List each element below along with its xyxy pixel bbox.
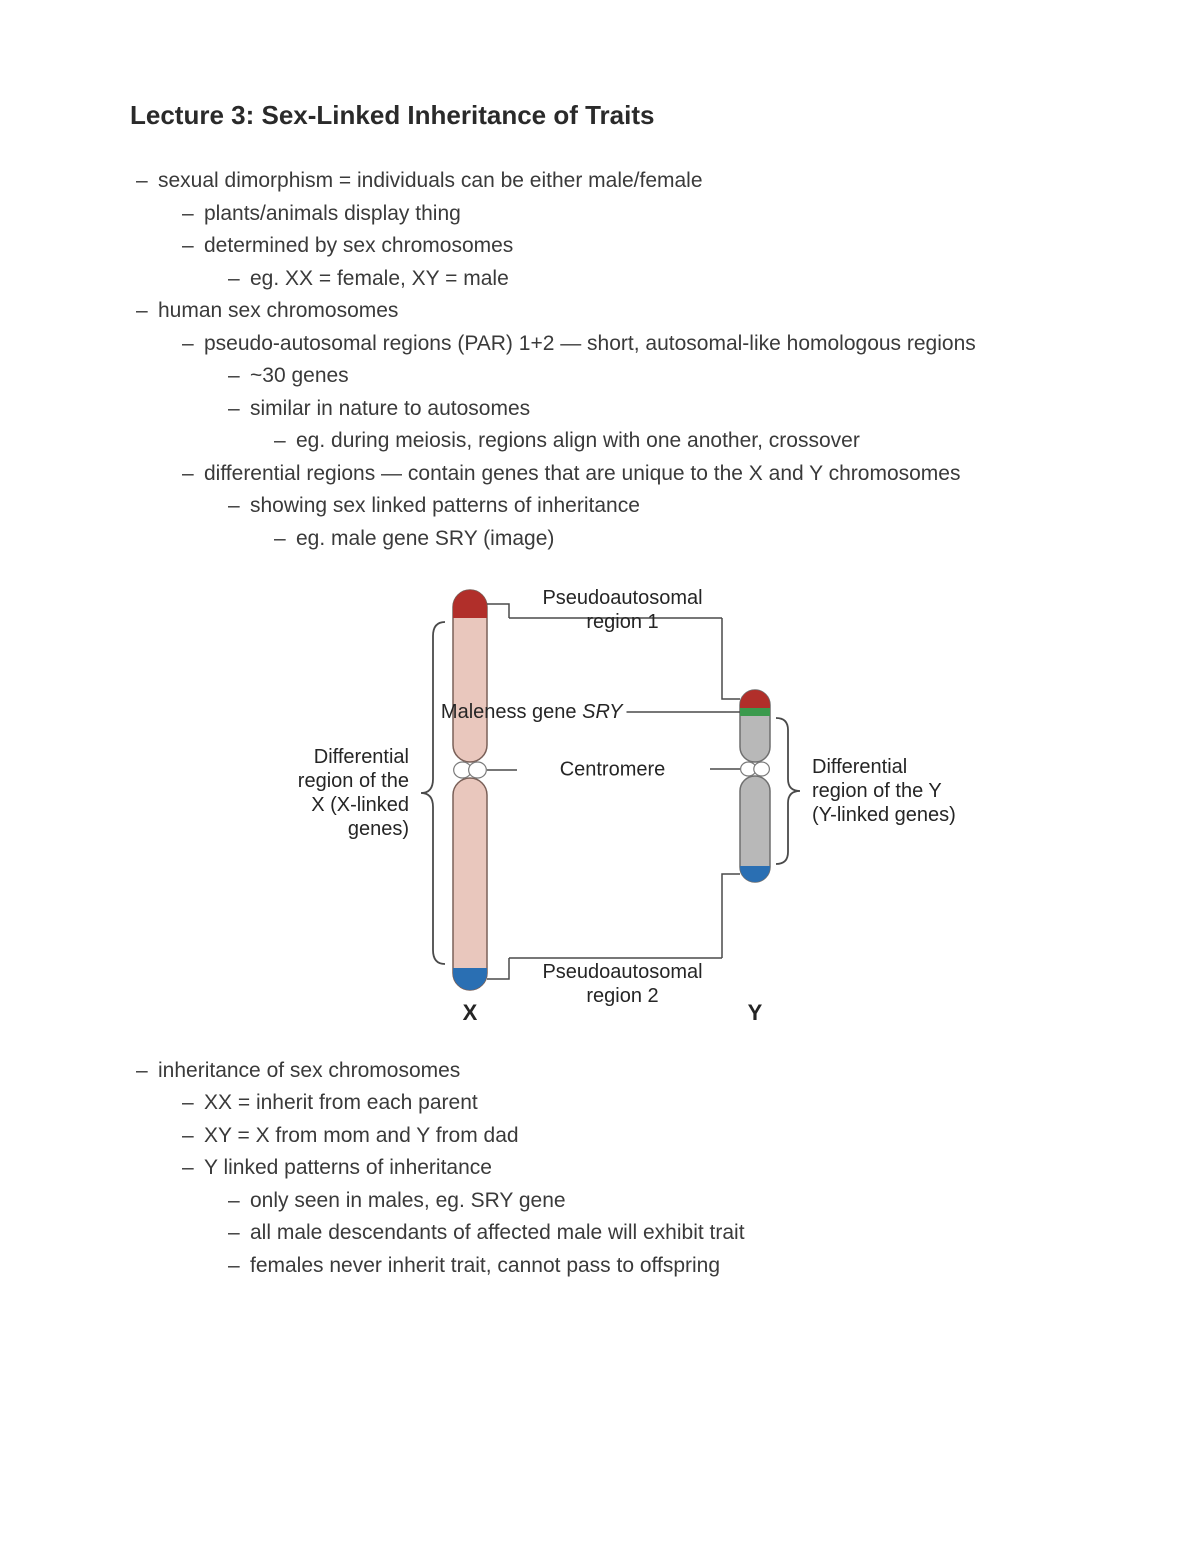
note-text: determined by sex chromosomes bbox=[204, 234, 513, 257]
note-item: human sex chromosomes pseudo-autosomal r… bbox=[130, 295, 1070, 555]
svg-text:region of the: region of the bbox=[298, 770, 409, 792]
notes-list-2: inheritance of sex chromosomes XX = inhe… bbox=[130, 1055, 1070, 1283]
note-item: pseudo-autosomal regions (PAR) 1+2 — sho… bbox=[176, 328, 1070, 458]
svg-text:Y: Y bbox=[748, 1000, 763, 1025]
svg-text:Centromere: Centromere bbox=[560, 758, 666, 780]
svg-text:X (X-linked: X (X-linked bbox=[311, 794, 409, 816]
svg-text:Pseudoautosomal: Pseudoautosomal bbox=[542, 961, 702, 983]
page: Lecture 3: Sex-Linked Inheritance of Tra… bbox=[0, 0, 1200, 1553]
note-text: females never inherit trait, cannot pass… bbox=[250, 1254, 720, 1277]
note-text: Y linked patterns of inheritance bbox=[204, 1156, 492, 1179]
note-text: pseudo-autosomal regions (PAR) 1+2 — sho… bbox=[204, 332, 976, 355]
note-item: determined by sex chromosomes eg. XX = f… bbox=[176, 230, 1070, 295]
svg-text:(Y-linked genes): (Y-linked genes) bbox=[812, 804, 956, 826]
page-title: Lecture 3: Sex-Linked Inheritance of Tra… bbox=[130, 100, 1070, 131]
note-item: only seen in males, eg. SRY gene bbox=[222, 1185, 1070, 1218]
note-item: ~30 genes bbox=[222, 360, 1070, 393]
svg-text:Differential: Differential bbox=[812, 756, 907, 778]
note-text: all male descendants of affected male wi… bbox=[250, 1221, 745, 1244]
chromosome-diagram: Pseudoautosomalregion 1Maleness gene SRY… bbox=[190, 570, 1010, 1035]
note-item: showing sex linked patterns of inheritan… bbox=[222, 490, 1070, 555]
note-item: XX = inherit from each parent bbox=[176, 1087, 1070, 1120]
note-text: eg. XX = female, XY = male bbox=[250, 267, 509, 290]
svg-text:X: X bbox=[463, 1000, 478, 1025]
note-text: XX = inherit from each parent bbox=[204, 1091, 478, 1114]
note-item: Y linked patterns of inheritance only se… bbox=[176, 1152, 1070, 1282]
note-item: all male descendants of affected male wi… bbox=[222, 1217, 1070, 1250]
notes-list: sexual dimorphism = individuals can be e… bbox=[130, 165, 1070, 556]
svg-text:region of the Y: region of the Y bbox=[812, 780, 942, 802]
note-text: eg. male gene SRY (image) bbox=[296, 527, 554, 550]
note-text: XY = X from mom and Y from dad bbox=[204, 1124, 519, 1147]
note-text: similar in nature to autosomes bbox=[250, 397, 530, 420]
svg-text:Differential: Differential bbox=[314, 746, 409, 768]
note-text: eg. during meiosis, regions align with o… bbox=[296, 429, 860, 452]
note-item: females never inherit trait, cannot pass… bbox=[222, 1250, 1070, 1283]
svg-text:genes): genes) bbox=[348, 818, 409, 840]
note-text: sexual dimorphism = individuals can be e… bbox=[158, 169, 703, 192]
note-text: only seen in males, eg. SRY gene bbox=[250, 1189, 566, 1212]
svg-text:region 2: region 2 bbox=[586, 985, 658, 1007]
svg-text:Pseudoautosomal: Pseudoautosomal bbox=[542, 587, 702, 609]
note-item: sexual dimorphism = individuals can be e… bbox=[130, 165, 1070, 295]
note-item: differential regions — contain genes tha… bbox=[176, 458, 1070, 556]
note-item: eg. male gene SRY (image) bbox=[268, 523, 1070, 556]
note-item: inheritance of sex chromosomes XX = inhe… bbox=[130, 1055, 1070, 1283]
note-text: showing sex linked patterns of inheritan… bbox=[250, 494, 640, 517]
note-item: eg. during meiosis, regions align with o… bbox=[268, 425, 1070, 458]
note-item: similar in nature to autosomes eg. durin… bbox=[222, 393, 1070, 458]
note-text: ~30 genes bbox=[250, 364, 349, 387]
svg-text:region 1: region 1 bbox=[586, 611, 658, 633]
note-text: inheritance of sex chromosomes bbox=[158, 1059, 460, 1082]
note-text: human sex chromosomes bbox=[158, 299, 398, 322]
note-item: eg. XX = female, XY = male bbox=[222, 263, 1070, 296]
note-item: plants/animals display thing bbox=[176, 198, 1070, 231]
note-text: plants/animals display thing bbox=[204, 202, 461, 225]
svg-text:Maleness gene SRY: Maleness gene SRY bbox=[441, 701, 624, 723]
note-item: XY = X from mom and Y from dad bbox=[176, 1120, 1070, 1153]
note-text: differential regions — contain genes tha… bbox=[204, 462, 960, 485]
